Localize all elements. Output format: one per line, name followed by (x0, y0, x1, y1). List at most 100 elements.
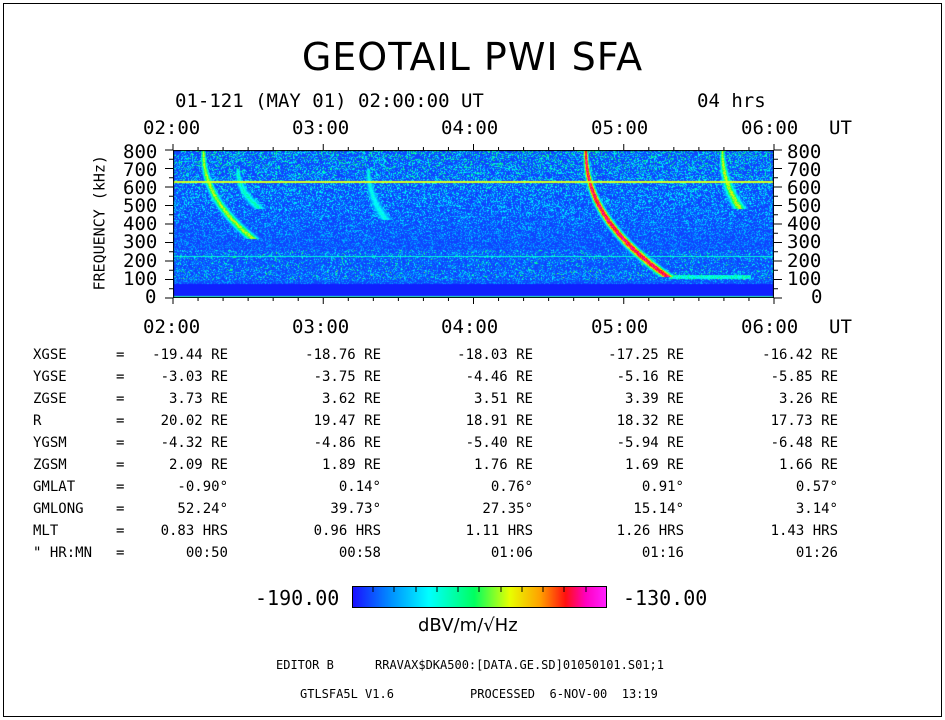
ephemeris-label: GMLAT (33, 479, 76, 495)
ephemeris-label: XGSE (33, 347, 67, 363)
ephemeris-value: -3.03 RE (160, 369, 228, 385)
ephemeris-label: YGSM (33, 435, 67, 451)
ephemeris-value: 1.43 HRS (770, 523, 838, 539)
ephemeris-value: 3.62 RE (321, 391, 381, 407)
y-tick-left: 100 (123, 268, 158, 290)
ephemeris-value: -5.40 RE (465, 435, 533, 451)
ephemeris-value: -16.42 RE (762, 347, 838, 363)
ephemeris-equals: = (116, 369, 125, 385)
y-tick-right: 600 (787, 177, 822, 199)
ephemeris-value: -5.16 RE (616, 369, 684, 385)
ephemeris-value: 27.35° (482, 501, 533, 517)
ephemeris-value: 3.39 RE (624, 391, 684, 407)
ephemeris-value: 3.14° (795, 501, 838, 517)
x-tick-top: 03:00 (292, 117, 350, 139)
y-tick-left: 500 (123, 195, 158, 217)
page-frame (3, 3, 942, 717)
footer-program: GTLSFA5L V1.6 (300, 687, 394, 701)
ephemeris-value: -5.94 RE (616, 435, 684, 451)
ephemeris-value: -3.75 RE (313, 369, 381, 385)
y-tick-right: 700 (787, 159, 822, 181)
ephemeris-equals: = (116, 523, 125, 539)
x-tick-bottom: 06:00 (741, 316, 799, 338)
ephemeris-equals: = (116, 391, 125, 407)
x-tick-top: 02:00 (143, 117, 201, 139)
ephemeris-value: 01:26 (795, 545, 838, 561)
ephemeris-value: 2.09 RE (168, 457, 228, 473)
x-tick-bottom: 05:00 (591, 316, 649, 338)
ephemeris-label: " HR:MN (33, 545, 93, 561)
ephemeris-value: -0.90° (177, 479, 228, 495)
y-tick-right: 400 (787, 213, 822, 235)
ephemeris-value: 0.57° (795, 479, 838, 495)
x-tick-top: 04:00 (441, 117, 499, 139)
ephemeris-label: GMLONG (33, 501, 84, 517)
ephemeris-value: 17.73 RE (770, 413, 838, 429)
ephemeris-equals: = (116, 501, 125, 517)
ephemeris-value: 39.73° (330, 501, 381, 517)
y-tick-left: 0 (145, 286, 157, 308)
spectrogram-plot (173, 150, 774, 298)
ephemeris-equals: = (116, 347, 125, 363)
ephemeris-value: 01:06 (490, 545, 533, 561)
ephemeris-value: 01:16 (641, 545, 684, 561)
ephemeris-label: ZGSE (33, 391, 67, 407)
x-tick-bottom: 03:00 (292, 316, 350, 338)
ephemeris-value: -18.76 RE (305, 347, 381, 363)
ephemeris-label: R (33, 413, 42, 429)
ephemeris-value: 00:50 (185, 545, 228, 561)
ephemeris-value: 0.14° (338, 479, 381, 495)
ephemeris-value: 3.26 RE (778, 391, 838, 407)
colorbar-min: -190.00 (255, 586, 340, 610)
ephemeris-value: 0.91° (641, 479, 684, 495)
ephemeris-value: 0.76° (490, 479, 533, 495)
ephemeris-value: 0.83 HRS (160, 523, 228, 539)
ephemeris-equals: = (116, 457, 125, 473)
footer-editor: EDITOR B (276, 658, 334, 672)
ephemeris-value: 1.11 HRS (465, 523, 533, 539)
ephemeris-value: 0.96 HRS (313, 523, 381, 539)
ephemeris-value: -5.85 RE (770, 369, 838, 385)
x-tick-bottom: 04:00 (441, 316, 499, 338)
ephemeris-label: YGSE (33, 369, 67, 385)
ephemeris-value: 20.02 RE (160, 413, 228, 429)
ephemeris-value: 00:58 (338, 545, 381, 561)
ephemeris-value: 15.14° (633, 501, 684, 517)
y-tick-left: 700 (123, 159, 158, 181)
ephemeris-value: -19.44 RE (152, 347, 228, 363)
x-tick-bottom: 02:00 (143, 316, 201, 338)
x-tick-top: 06:00 (741, 117, 799, 139)
span-label: 04 hrs (697, 90, 766, 112)
footer-processed: PROCESSED 6-NOV-00 13:19 (470, 687, 658, 701)
colorbar-unit: dBV/m/√Hz (418, 615, 518, 636)
y-tick-left: 600 (123, 177, 158, 199)
y-tick-right: 800 (787, 141, 822, 163)
ephemeris-value: 1.26 HRS (616, 523, 684, 539)
colorbar-max: -130.00 (623, 586, 708, 610)
ephemeris-label: MLT (33, 523, 59, 539)
ephemeris-value: 1.89 RE (321, 457, 381, 473)
y-tick-right: 300 (787, 231, 822, 253)
y-tick-right: 200 (787, 250, 822, 272)
y-tick-left: 800 (123, 141, 158, 163)
footer-path: RRAVAX$DKA500:[DATA.GE.SD]01050101.S01;1 (375, 658, 664, 672)
ephemeris-value: -4.86 RE (313, 435, 381, 451)
y-tick-left: 200 (123, 250, 158, 272)
y-tick-left: 300 (123, 231, 158, 253)
x-unit-bottom: UT (829, 316, 852, 338)
x-unit-top: UT (829, 117, 852, 139)
ephemeris-value: 52.24° (177, 501, 228, 517)
y-tick-right: 0 (811, 286, 823, 308)
ephemeris-value: 18.91 RE (465, 413, 533, 429)
ephemeris-equals: = (116, 545, 125, 561)
colorbar-ticks (372, 586, 587, 592)
ephemeris-value: -17.25 RE (608, 347, 684, 363)
ephemeris-value: 18.32 RE (616, 413, 684, 429)
y-tick-right: 100 (787, 268, 822, 290)
y-tick-left: 400 (123, 213, 158, 235)
ephemeris-value: 1.69 RE (624, 457, 684, 473)
ephemeris-value: -4.32 RE (160, 435, 228, 451)
ephemeris-value: 19.47 RE (313, 413, 381, 429)
ephemeris-value: 1.66 RE (778, 457, 838, 473)
ephemeris-equals: = (116, 413, 125, 429)
